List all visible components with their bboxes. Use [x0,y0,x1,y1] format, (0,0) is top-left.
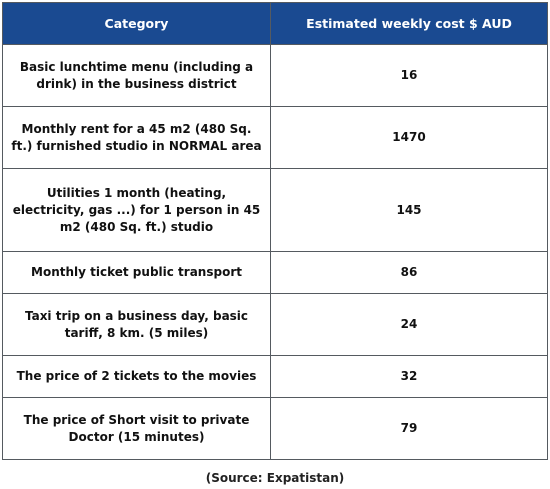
category-cell: Monthly ticket public transport [2,251,271,294]
table-row: Basic lunchtime menu (including a drink)… [2,44,548,107]
column-header-cost: Estimated weekly cost $ AUD [270,2,548,45]
table-row: The price of 2 tickets to the movies 32 [2,355,548,398]
table-header-row: Category Estimated weekly cost $ AUD [2,2,548,45]
category-cell: Monthly rent for a 45 m2 (480 Sq. ft.) f… [2,106,271,169]
cost-cell: 24 [270,293,548,356]
category-cell: Taxi trip on a business day, basic tarif… [2,293,271,356]
category-cell: The price of Short visit to private Doct… [2,397,271,460]
table-row: The price of Short visit to private Doct… [2,397,548,460]
column-header-category: Category [2,2,271,45]
category-cell: Utilities 1 month (heating, electricity,… [2,168,271,252]
cost-cell: 1470 [270,106,548,169]
cost-table: Category Estimated weekly cost $ AUD Bas… [2,2,548,460]
cost-cell: 145 [270,168,548,252]
cost-cell: 79 [270,397,548,460]
cost-cell: 86 [270,251,548,294]
table-row: Monthly rent for a 45 m2 (480 Sq. ft.) f… [2,106,548,169]
cost-cell: 32 [270,355,548,398]
source-note: (Source: Expatistan) [205,471,345,485]
table-row: Monthly ticket public transport 86 [2,251,548,294]
cost-cell: 16 [270,44,548,107]
table-row: Utilities 1 month (heating, electricity,… [2,168,548,252]
category-cell: The price of 2 tickets to the movies [2,355,271,398]
category-cell: Basic lunchtime menu (including a drink)… [2,44,271,107]
table-row: Taxi trip on a business day, basic tarif… [2,293,548,356]
